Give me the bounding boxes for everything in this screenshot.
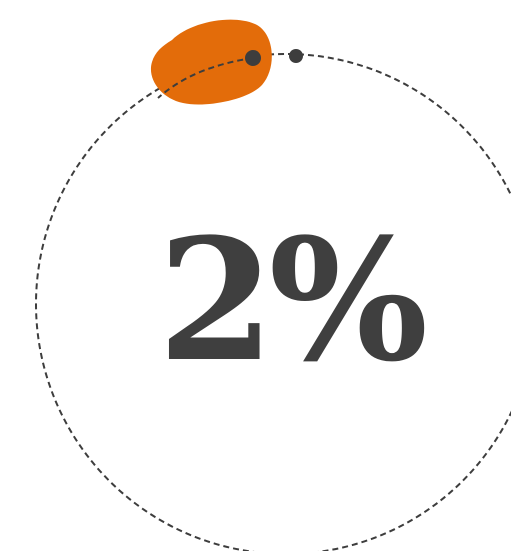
dashed-ring bbox=[35, 53, 511, 551]
accent-blob bbox=[150, 19, 272, 105]
progress-marker-dot bbox=[245, 50, 261, 66]
start-marker-dot bbox=[289, 49, 303, 63]
progress-arc bbox=[157, 57, 254, 99]
percent-label: 2% bbox=[157, 201, 429, 399]
